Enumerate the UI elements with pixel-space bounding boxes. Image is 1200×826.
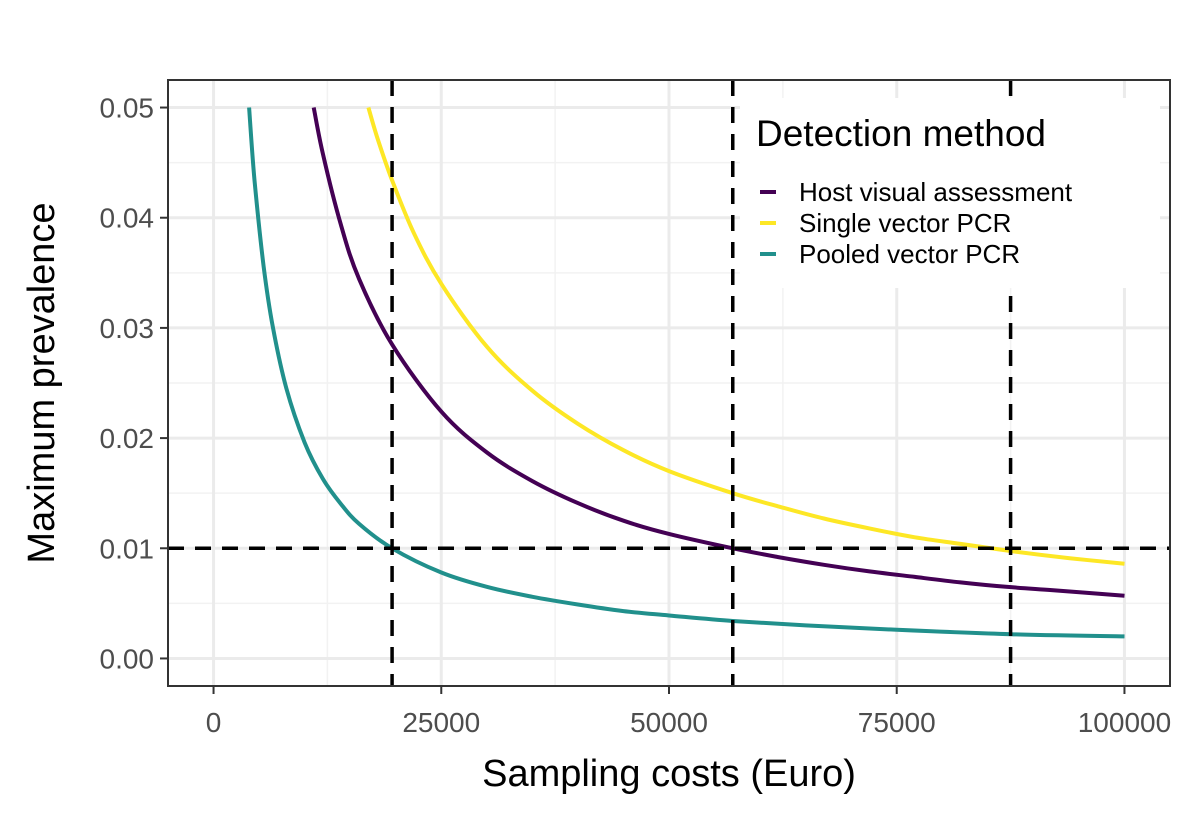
x-tick-label: 25000 [402,707,480,738]
series-line-pooled-vector-pcr [247,107,1125,639]
series-lines [247,106,1125,639]
x-tick-label: 100000 [1078,707,1171,738]
y-tick-label: 0.00 [100,643,155,674]
x-tick-label: 50000 [630,707,708,738]
legend-background [740,98,1160,288]
legend: Detection method Host visual assessmentS… [740,98,1160,288]
y-axis-title: Maximum prevalence [21,202,63,563]
legend-label-pooled-vector-pcr: Pooled vector PCR [799,239,1020,269]
legend-label-single-vector-pcr: Single vector PCR [799,208,1011,238]
y-tick-label: 0.01 [100,533,155,564]
legend-label-host-visual-assessment: Host visual assessment [799,177,1073,207]
series-line-single-vector-pcr [366,106,1125,566]
x-tick-label: 0 [206,707,222,738]
legend-title: Detection method [756,113,1046,154]
y-tick-label: 0.03 [100,313,155,344]
series-line-host-visual-assessment [311,107,1125,598]
axes: 0 25000 50000 75000 100000 0.00 0.01 0.02 0.03 0.… [100,93,1172,738]
x-axis-title: Sampling costs (Euro) [482,753,856,795]
reference-lines [168,80,1170,686]
x-tick-label: 75000 [858,707,936,738]
y-tick-label: 0.02 [100,423,155,454]
y-tick-label: 0.04 [100,203,155,234]
y-tick-label: 0.05 [100,93,155,124]
